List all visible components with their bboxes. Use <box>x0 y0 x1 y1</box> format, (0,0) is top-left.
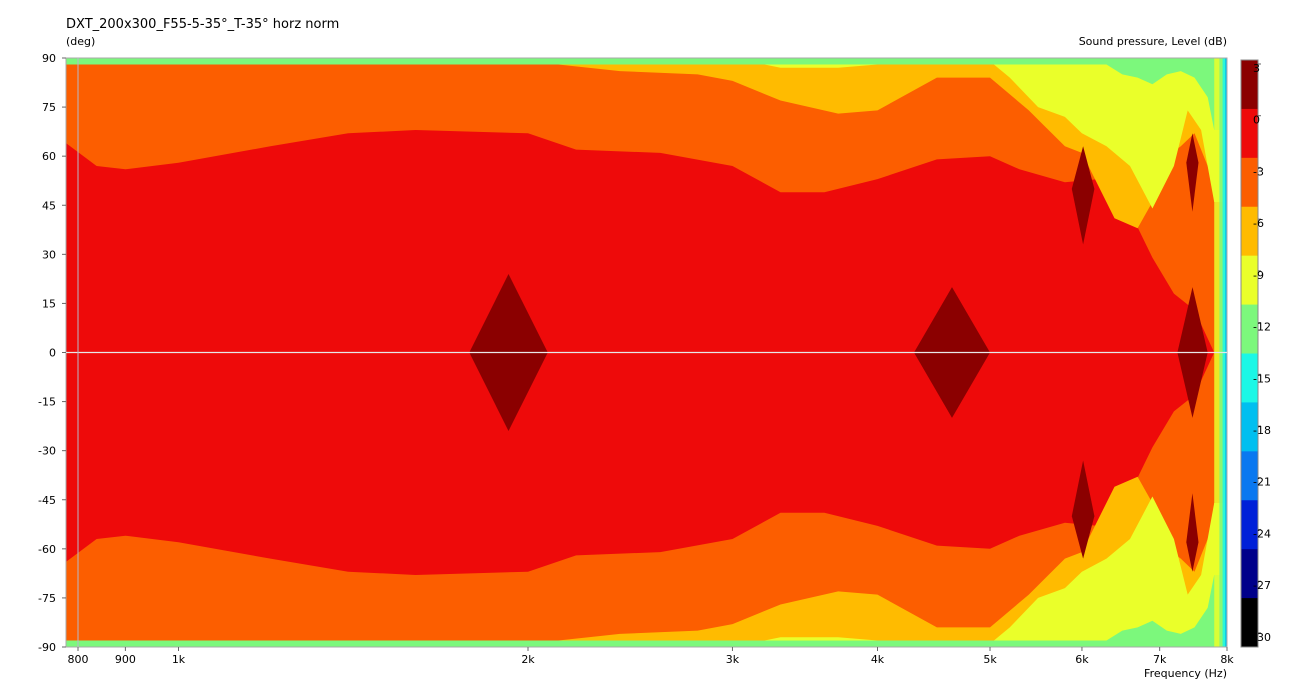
contour-hotspot <box>1071 460 1095 559</box>
y-tick-label: -60 <box>38 543 56 556</box>
colorbar-tick-label: -15 <box>1253 372 1271 385</box>
y-tick-label: -15 <box>38 396 56 409</box>
colorbar-segment <box>1241 353 1258 403</box>
colorbar-tick-label: -3 <box>1253 165 1264 178</box>
y-tick-label: 15 <box>42 297 56 310</box>
colorbar-tick-label: -30 <box>1253 631 1271 644</box>
colorbar-tick-label: -12 <box>1253 321 1271 334</box>
colorbar-tick-label: -18 <box>1253 424 1271 437</box>
colorbar-tick-label: -9 <box>1253 269 1264 282</box>
colorbar-segment <box>1241 598 1258 648</box>
colorbar-segment <box>1241 108 1258 159</box>
colorbar-segment <box>1241 304 1258 354</box>
y-tick-label: -45 <box>38 494 56 507</box>
y-tick-label: 90 <box>42 52 56 65</box>
contour-band-minus3-top <box>66 58 1227 353</box>
colorbar-segment <box>1241 500 1258 550</box>
colorbar-tick-label: -21 <box>1253 476 1271 489</box>
contour-band-minus9-bottom <box>66 496 1227 647</box>
x-tick-label: 3k <box>726 653 740 666</box>
contour-hotspot <box>1071 146 1095 245</box>
y-tick-label: -30 <box>38 445 56 458</box>
colorbar-tick-label: 3 <box>1253 62 1260 75</box>
colorbar-segment <box>1241 549 1258 599</box>
y-axis-label: (deg) <box>66 35 95 48</box>
x-tick-label: 7k <box>1153 653 1167 666</box>
colorbar-tick-label: -27 <box>1253 579 1271 592</box>
x-tick-label: 8k <box>1220 653 1234 666</box>
y-tick-label: -90 <box>38 641 56 654</box>
colorbar-frame <box>1240 59 1259 648</box>
chart-title: DXT_200x300_F55-5-35°_T-35° horz norm <box>66 17 339 32</box>
x-tick-label: 6k <box>1075 653 1089 666</box>
y-tick-label: 75 <box>42 101 56 114</box>
y-tick-label: 0 <box>49 347 56 360</box>
x-tick-label: 4k <box>871 653 885 666</box>
x-tick-label: 1k <box>172 653 186 666</box>
colorbar-segment <box>1241 402 1258 452</box>
x-tick-label: 800 <box>68 653 89 666</box>
y-tick-label: -75 <box>38 592 56 605</box>
x-axis-label: Frequency (Hz) <box>1144 667 1227 680</box>
colorbar-segment <box>1241 60 1258 110</box>
y-tick-label: 60 <box>42 150 56 163</box>
colorbar-tick-label: -6 <box>1253 217 1264 230</box>
y-tick-label: 30 <box>42 248 56 261</box>
colorbar-tick-label: 0 <box>1253 114 1260 127</box>
x-tick-label: 5k <box>983 653 997 666</box>
contour-band-minus9-top <box>66 58 1227 209</box>
contour-band-minus3-bottom <box>66 352 1227 647</box>
contour-band-minus12-bottom <box>66 575 1227 647</box>
colorbar-segment <box>1241 451 1258 501</box>
colorbar-segment <box>1241 206 1258 257</box>
axes: 90 75 60 45 30 15 0 -15 -30 -45 -60 -75 -90 800 900 1k 2… <box>38 52 1234 666</box>
colorbar-tick-label: -24 <box>1253 527 1271 540</box>
colorbar-segment <box>1241 157 1258 208</box>
x-tick-label: 900 <box>115 653 136 666</box>
y-tick-label: 45 <box>42 199 56 212</box>
contour-hotspot <box>1186 493 1199 572</box>
colorbar-segment <box>1241 255 1258 306</box>
x-tick-label: 2k <box>521 653 535 666</box>
colorbar-label: Sound pressure, Level (dB) <box>1079 35 1227 48</box>
colorbar: 3 0 -3 -6 -9 -12 -15 -18 -21 -24 -27 -30 <box>1240 59 1271 648</box>
contour-band-minus12-top <box>66 58 1227 130</box>
contour-hotspot <box>1186 133 1199 212</box>
